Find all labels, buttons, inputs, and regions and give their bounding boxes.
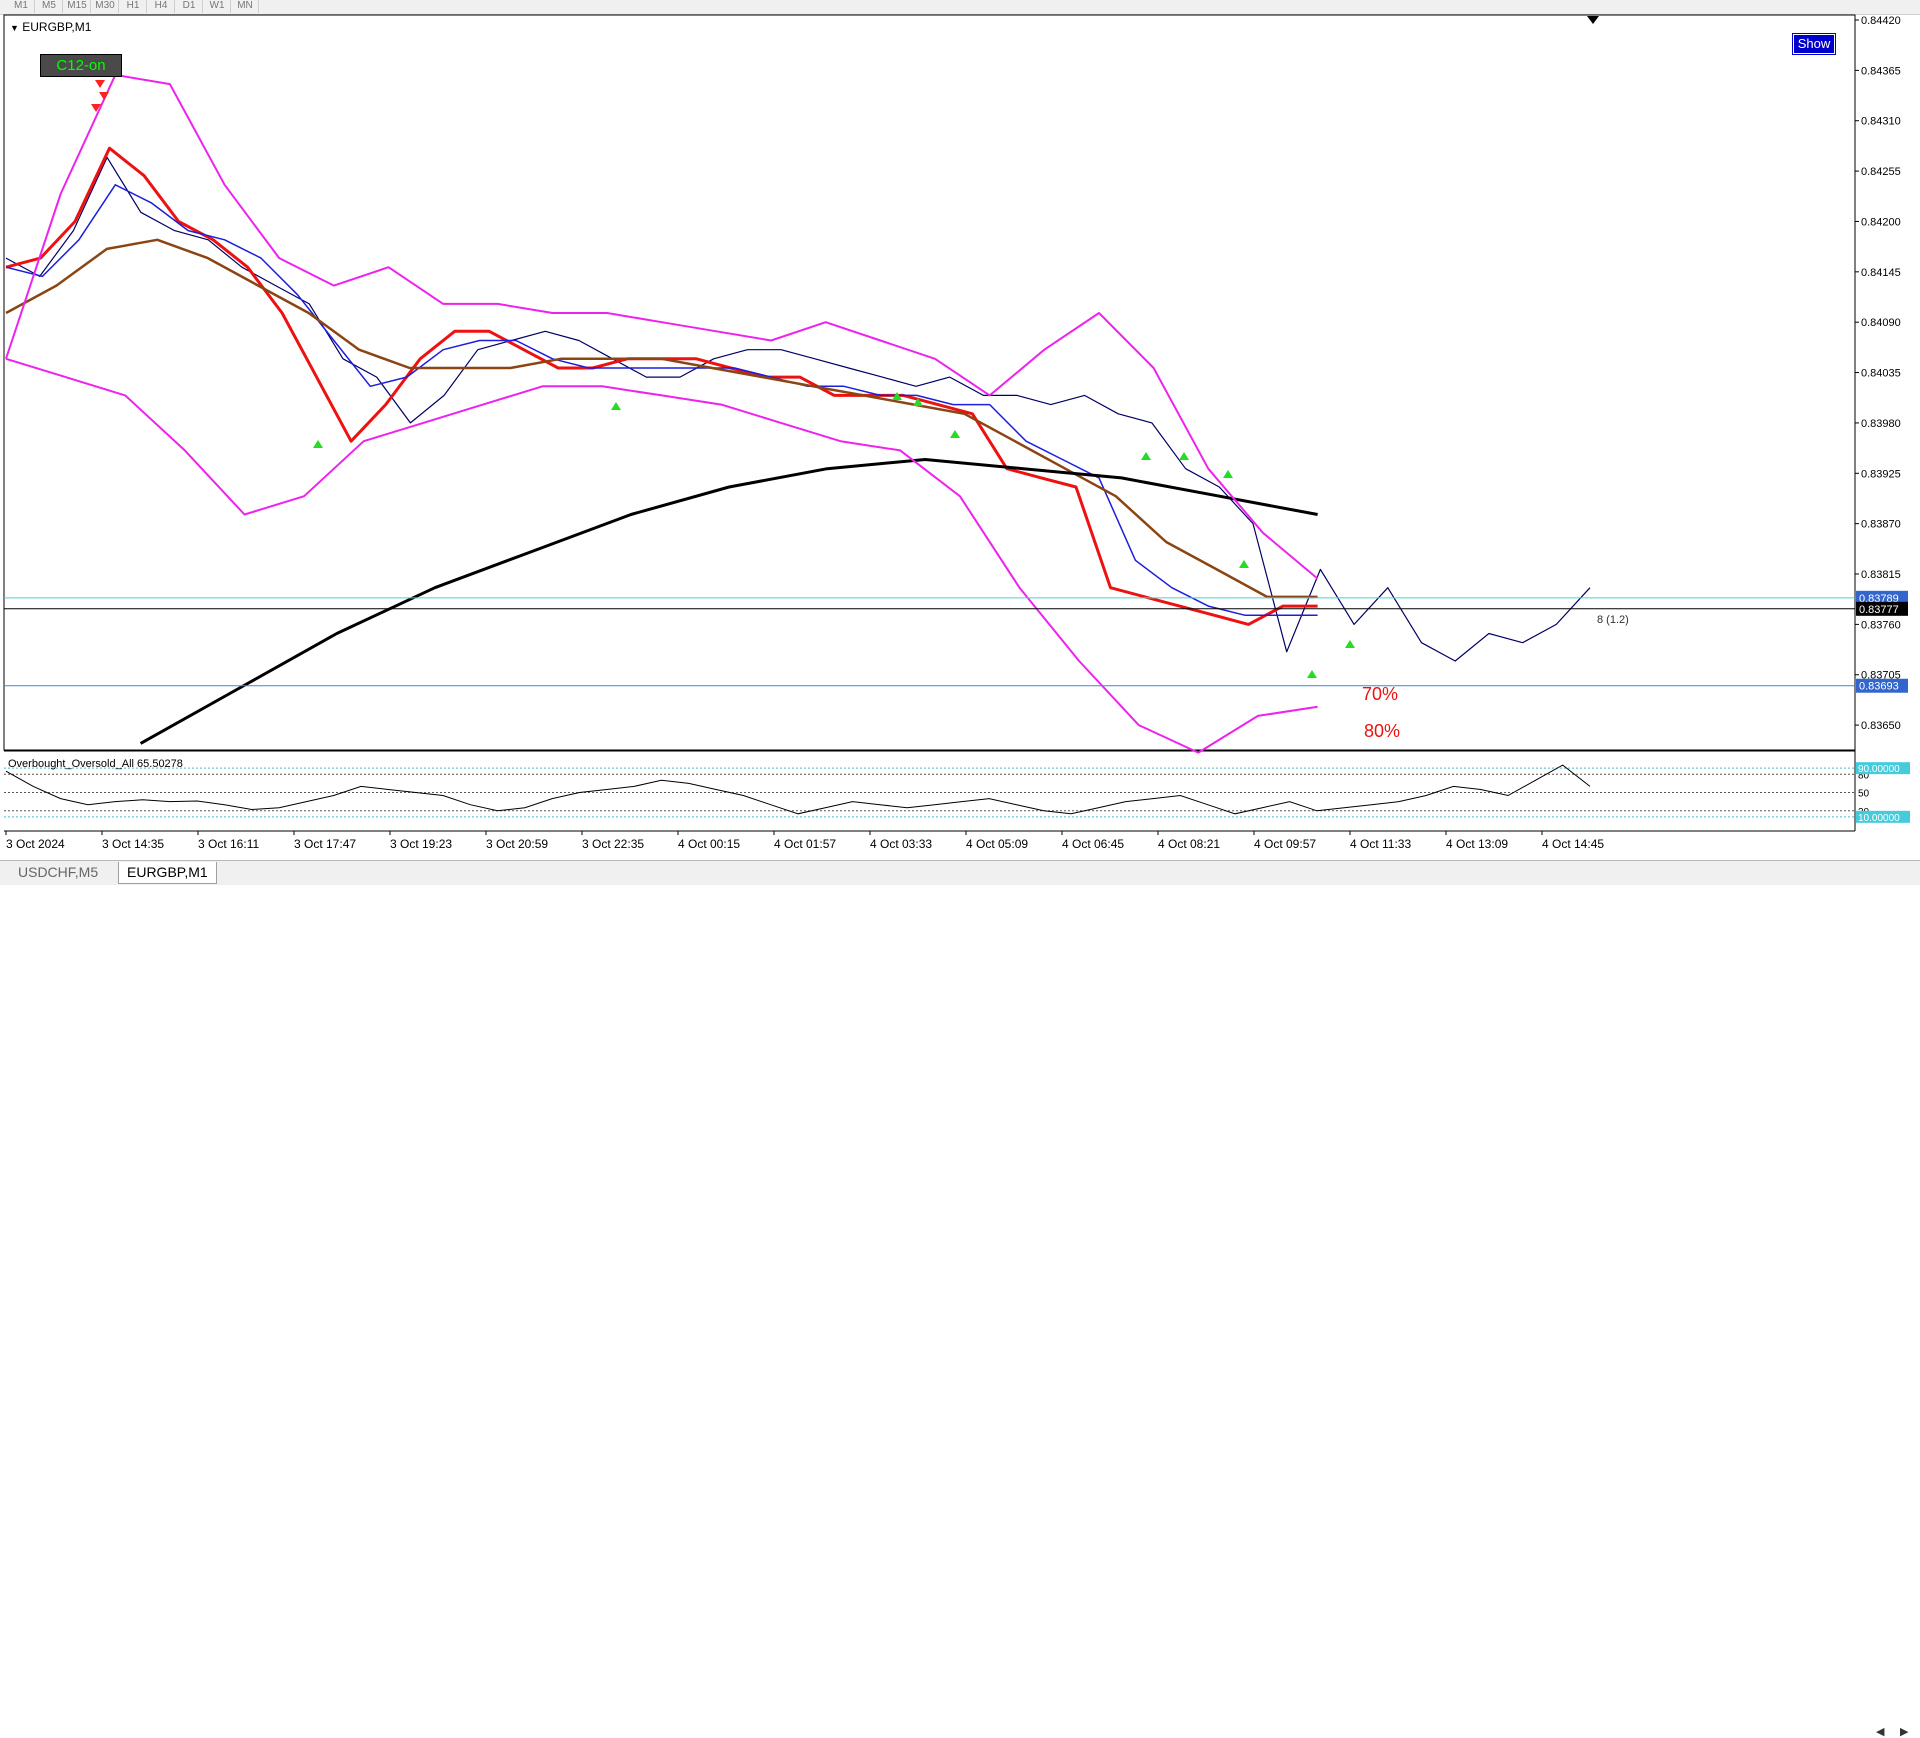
triangle-left-icon[interactable]: ◀ xyxy=(1876,1726,1885,1738)
y-tick-label: 0.83650 xyxy=(1861,720,1901,732)
timeframe-h1[interactable]: H1 xyxy=(120,0,147,13)
y-tick-label: 0.83870 xyxy=(1861,519,1901,531)
y-tick-label: 0.84255 xyxy=(1861,166,1901,178)
x-tick-label: 4 Oct 09:57 xyxy=(1254,837,1316,851)
level-note: 8 (1.2) xyxy=(1597,614,1629,626)
buy-arrow-icon xyxy=(892,392,902,400)
buy-arrow-icon xyxy=(1239,560,1249,568)
oscillator-title: Overbought_Oversold_All 65.50278 xyxy=(8,758,183,770)
y-tick-label: 0.83980 xyxy=(1861,418,1901,430)
annotation-80pct: 80% xyxy=(1364,721,1400,741)
series-line-2 xyxy=(5,184,1318,616)
buy-arrow-icon xyxy=(611,402,621,410)
chart-tab-bar: USDCHF,M5 EURGBP,M1 ◀ ▶ xyxy=(0,860,1920,1738)
y-tick-label: 0.84420 xyxy=(1861,15,1901,27)
osc-level-label: 10.00000 xyxy=(1858,813,1900,824)
buy-arrow-icon xyxy=(1345,640,1355,648)
buy-arrow-icon xyxy=(1307,670,1317,678)
y-tick-label: 0.84310 xyxy=(1861,116,1901,128)
x-tick-label: 3 Oct 16:11 xyxy=(198,837,259,851)
triangle-down-icon[interactable]: ▼ xyxy=(10,23,19,33)
osc-y-tick-label: 80 xyxy=(1858,770,1870,781)
x-tick-label: 4 Oct 06:45 xyxy=(1062,837,1124,851)
c12-toggle-button[interactable]: C12-on xyxy=(40,54,122,77)
triangle-right-icon[interactable]: ▶ xyxy=(1900,1726,1909,1738)
osc-level-label-box xyxy=(1856,810,1910,823)
y-tick-label: 0.84200 xyxy=(1861,216,1901,228)
series-line-5 xyxy=(5,73,1319,580)
timeframe-m5[interactable]: M5 xyxy=(36,0,63,13)
x-tick-label: 3 Oct 22:35 xyxy=(582,837,644,851)
timeframe-mn[interactable]: MN xyxy=(232,0,259,13)
x-tick-label: 4 Oct 03:33 xyxy=(870,837,932,851)
x-tick-label: 4 Oct 13:09 xyxy=(1446,837,1508,851)
timeframe-w1[interactable]: W1 xyxy=(204,0,231,13)
y-tick-label: 0.83925 xyxy=(1861,468,1901,480)
x-tick-label: 4 Oct 08:21 xyxy=(1158,837,1220,851)
x-tick-label: 3 Oct 19:23 xyxy=(390,837,452,851)
x-tick-label: 4 Oct 00:15 xyxy=(678,837,740,851)
osc-y-tick-label: 50 xyxy=(1858,789,1870,800)
y-tick-label: 0.83760 xyxy=(1861,619,1901,631)
series-line-0 xyxy=(5,156,1591,662)
timeframe-h4[interactable]: H4 xyxy=(148,0,175,13)
buy-arrow-icon xyxy=(1141,452,1151,460)
tab-usdchf-m5[interactable]: USDCHF,M5 xyxy=(18,864,99,880)
buy-arrow-icon xyxy=(313,440,323,448)
timeframe-m1[interactable]: M1 xyxy=(8,0,35,13)
y-tick-label: 0.84090 xyxy=(1861,317,1901,329)
price-label: 0.83777 xyxy=(1859,604,1899,616)
osc-series-line xyxy=(5,764,1591,815)
x-tick-label: 4 Oct 01:57 xyxy=(774,837,836,851)
x-tick-label: 3 Oct 20:59 xyxy=(486,837,548,851)
price-label-box xyxy=(1856,678,1908,693)
tab-eurgbp-m1[interactable]: EURGBP,M1 xyxy=(118,862,217,884)
x-tick-label: 3 Oct 2024 xyxy=(6,837,65,851)
x-tick-label: 3 Oct 14:35 xyxy=(102,837,164,851)
price-label-box xyxy=(1856,590,1908,605)
series-line-3 xyxy=(5,238,1318,599)
buy-arrow-icon xyxy=(950,430,960,438)
price-label: 0.83693 xyxy=(1859,681,1899,693)
timeframe-d1[interactable]: D1 xyxy=(176,0,203,13)
y-tick-label: 0.84035 xyxy=(1861,368,1901,380)
sell-arrow-icon xyxy=(95,80,105,88)
timeframe-m15[interactable]: M15 xyxy=(64,0,91,13)
sell-arrow-icon xyxy=(99,92,109,100)
y-tick-label: 0.84145 xyxy=(1861,267,1901,279)
x-tick-label: 4 Oct 05:09 xyxy=(966,837,1028,851)
annotation-70pct: 70% xyxy=(1362,684,1398,704)
buy-arrow-icon xyxy=(1223,470,1233,478)
sell-arrow-icon xyxy=(91,104,101,112)
oscillator-name: Overbought_Oversold_All xyxy=(8,758,134,770)
shift-marker-icon xyxy=(1587,16,1599,24)
series-line-1 xyxy=(5,146,1318,626)
x-tick-label: 3 Oct 17:47 xyxy=(294,837,356,851)
price-label-box xyxy=(1856,601,1908,616)
buy-arrow-icon xyxy=(1179,452,1189,460)
osc-level-label-box xyxy=(1856,762,1910,775)
oscillator-value: 65.50278 xyxy=(137,758,183,770)
y-tick-label: 0.83815 xyxy=(1861,569,1901,581)
osc-level-label: 90.00000 xyxy=(1858,764,1900,775)
series-line-4 xyxy=(139,458,1318,745)
buy-arrow-icon xyxy=(913,398,923,406)
chart-title-row: ▼ EURGBP,M1 xyxy=(10,20,91,34)
timeframe-m30[interactable]: M30 xyxy=(92,0,119,13)
show-button[interactable]: Show xyxy=(1792,33,1836,55)
chart-symbol-title: EURGBP,M1 xyxy=(22,20,92,34)
x-tick-label: 4 Oct 14:45 xyxy=(1542,837,1604,851)
series-line-6 xyxy=(5,357,1318,754)
y-tick-label: 0.84365 xyxy=(1861,65,1901,77)
x-tick-label: 4 Oct 11:33 xyxy=(1350,837,1411,851)
